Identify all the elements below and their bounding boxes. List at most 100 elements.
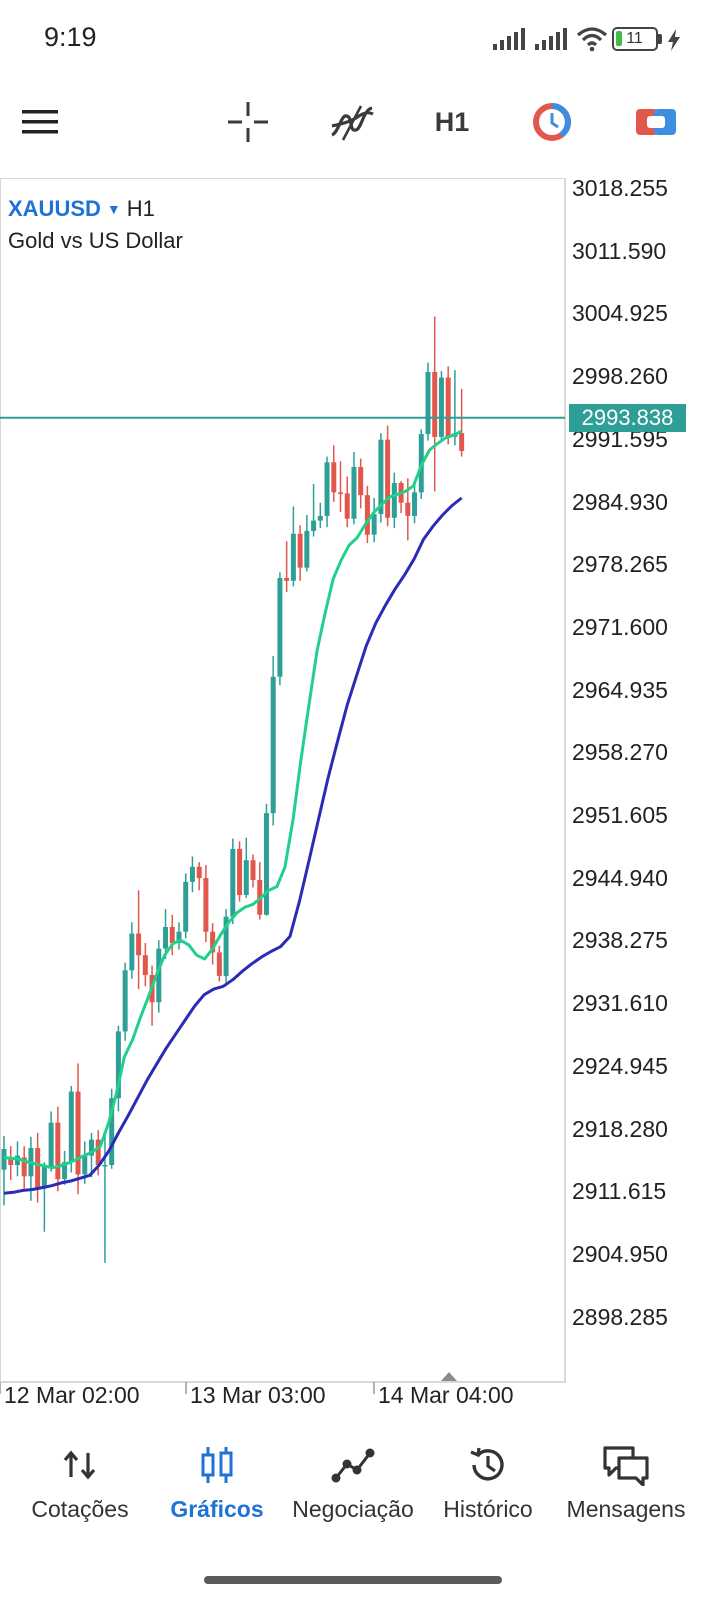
new-order-button[interactable] — [626, 90, 686, 154]
candle — [304, 514, 310, 572]
indicators-icon — [331, 105, 374, 141]
price-tick: 2964.935 — [572, 676, 668, 703]
signal-1-icon — [493, 28, 525, 50]
candle — [55, 1106, 61, 1192]
candle — [1, 1135, 7, 1206]
nav-label: Negociação — [292, 1496, 414, 1522]
menu-button[interactable] — [10, 90, 70, 154]
nav-label: Cotações — [31, 1496, 129, 1522]
candle — [385, 425, 391, 527]
candle — [75, 1063, 81, 1195]
candle — [142, 942, 148, 987]
price-tick: 3004.925 — [572, 300, 668, 327]
candle — [317, 502, 323, 529]
indicators-button[interactable] — [322, 90, 382, 154]
candle — [391, 472, 397, 529]
time-tick: 14 Mar 04:00 — [378, 1382, 514, 1408]
order-icon — [636, 109, 676, 135]
ma-slow-line — [3, 496, 463, 1195]
nav-label: Gráficos — [170, 1496, 264, 1522]
status-bar: 9:19 11 — [0, 0, 720, 78]
candle — [378, 433, 384, 523]
price-tick: 3018.255 — [572, 175, 668, 201]
ma-fast-line — [3, 429, 463, 1170]
candle — [21, 1146, 27, 1189]
price-tick: 2898.285 — [572, 1303, 668, 1330]
history-icon — [470, 1447, 504, 1481]
nav-charts[interactable]: Gráficos — [162, 1440, 272, 1523]
crosshair-button[interactable] — [218, 90, 278, 154]
candle — [210, 923, 216, 965]
candle — [196, 862, 202, 891]
status-icons — [492, 24, 670, 54]
nav-quotes[interactable]: Cotações — [24, 1440, 136, 1523]
menu-icon — [22, 110, 58, 134]
period-button[interactable] — [522, 90, 582, 154]
caret-down-icon[interactable]: ▼ — [106, 201, 121, 217]
charts-icon — [201, 1447, 233, 1483]
candle — [115, 1025, 121, 1112]
candle — [358, 458, 364, 509]
quotes-icon — [63, 1450, 96, 1480]
candle — [250, 854, 256, 888]
candle — [270, 656, 276, 826]
bottom-navigation: Cotações Gráficos Negociação — [0, 1420, 720, 1540]
current-price-tag: 2993.838 — [569, 403, 686, 432]
candle — [432, 316, 438, 492]
candle — [109, 1088, 115, 1169]
nav-label: Mensagens — [566, 1496, 686, 1522]
candle — [425, 362, 431, 441]
candle — [331, 445, 337, 502]
price-tick: 2918.280 — [572, 1115, 668, 1142]
candle — [8, 1146, 14, 1181]
chart-toolbar: H1 — [0, 90, 720, 154]
chart-header: XAUUSD ▼ H1 Gold vs US Dollar — [8, 196, 183, 254]
price-tick: 3011.590 — [572, 237, 667, 264]
candle — [129, 922, 135, 979]
scroll-marker-icon[interactable] — [441, 1372, 457, 1381]
candle — [257, 862, 263, 920]
candle — [48, 1111, 54, 1172]
charging-icon — [668, 29, 680, 51]
symbol-selector[interactable]: XAUUSD — [8, 196, 101, 221]
battery-fill — [616, 31, 622, 46]
battery-level: 11 — [626, 30, 643, 47]
price-tick: 2971.600 — [572, 613, 668, 640]
candle — [102, 1132, 108, 1263]
price-tick: 2931.610 — [572, 990, 668, 1017]
wifi-icon — [576, 27, 608, 52]
candle — [398, 481, 404, 514]
candle — [243, 837, 249, 898]
candle — [284, 541, 290, 593]
candle — [35, 1133, 41, 1203]
signal-2-icon — [535, 28, 567, 50]
candle — [311, 483, 317, 537]
candle — [438, 371, 444, 443]
nav-label: Histórico — [443, 1496, 533, 1522]
status-time: 9:19 — [44, 22, 97, 52]
candle — [68, 1085, 74, 1173]
candle — [338, 461, 343, 513]
candle — [183, 873, 189, 939]
price-tick: 2958.270 — [572, 739, 668, 766]
trade-icon — [331, 1448, 375, 1483]
chart-area[interactable]: XAUUSD ▼ H1 Gold vs US Dollar 3018.255 30… — [0, 175, 720, 1408]
price-tick: 2938.275 — [572, 927, 668, 954]
nav-trade[interactable]: Negociação — [284, 1440, 422, 1523]
nav-history[interactable]: Histórico — [436, 1440, 540, 1523]
price-tick: 2951.605 — [572, 802, 668, 828]
period-icon — [533, 103, 571, 141]
timeframe-button[interactable]: H1 — [434, 106, 470, 137]
candle — [136, 890, 142, 990]
candle — [344, 476, 350, 528]
candle — [445, 366, 451, 445]
nav-messages[interactable]: Mensagens — [560, 1440, 692, 1523]
price-tick: 2904.950 — [572, 1240, 668, 1267]
plot-frame — [0, 178, 566, 1383]
gesture-bar[interactable] — [204, 1576, 502, 1584]
candle — [459, 388, 465, 457]
price-chart[interactable] — [0, 178, 720, 1408]
candle — [216, 945, 222, 982]
symbol-description: Gold vs US Dollar — [8, 228, 183, 253]
candle — [176, 922, 182, 950]
